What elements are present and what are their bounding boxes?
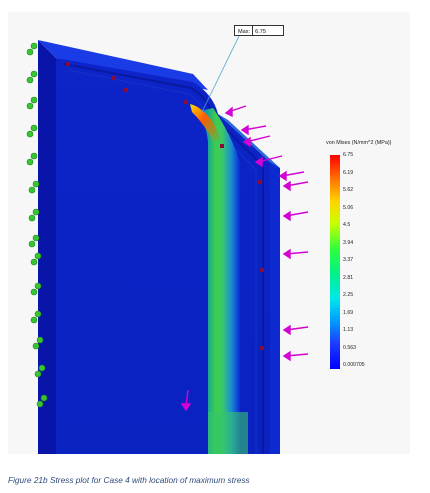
legend-tick-label: 2.25	[343, 292, 354, 298]
legend-tick-label: 5.62	[343, 187, 354, 193]
legend-tick-label: 4.5	[343, 222, 351, 228]
connector-markers	[66, 62, 264, 350]
legend-tick-label: 1.69	[343, 309, 354, 316]
legend-tick-label: 6.19	[343, 169, 354, 176]
max-stress-label: Max: 6.75	[234, 25, 284, 36]
legend-tick-label: 5.06	[343, 204, 354, 211]
stress-band	[196, 108, 240, 454]
load-arrows	[180, 105, 309, 412]
figure-caption: Figure 21b Stress plot for Case 4 with l…	[8, 475, 250, 485]
legend-title: von Mises (N/mm^2 (MPa))	[326, 140, 392, 146]
legend-tick-label: 2.81	[343, 274, 354, 281]
legend-ticks: 6.75 6.19 5.62 5.06 4.5 3.94 3.37 2.81 2.25 1.69 1…	[343, 152, 383, 372]
legend-tick-label: 6.75	[343, 152, 354, 158]
stress-model-view	[8, 12, 410, 454]
fixture-markers	[26, 42, 48, 408]
legend-color-bar	[330, 155, 340, 369]
legend-tick-label: 0.000705	[343, 362, 365, 368]
legend-tick-label: 3.37	[343, 257, 354, 263]
max-label-value: 6.75	[255, 29, 267, 35]
panel-right-edge	[270, 162, 280, 454]
legend-tick-label: 0.563	[343, 344, 356, 351]
max-label-text: Max:	[238, 29, 251, 35]
max-leader-line	[201, 33, 241, 113]
legend-tick-label: 1.13	[343, 327, 354, 333]
stress-plot-figure: Max: 6.75 von Mises (N/mm^2 (MPa)) 6.75 6.…	[8, 12, 410, 454]
legend-tick-label: 3.94	[343, 239, 354, 246]
panel-side-face	[38, 40, 56, 454]
max-stress-region	[190, 104, 222, 142]
